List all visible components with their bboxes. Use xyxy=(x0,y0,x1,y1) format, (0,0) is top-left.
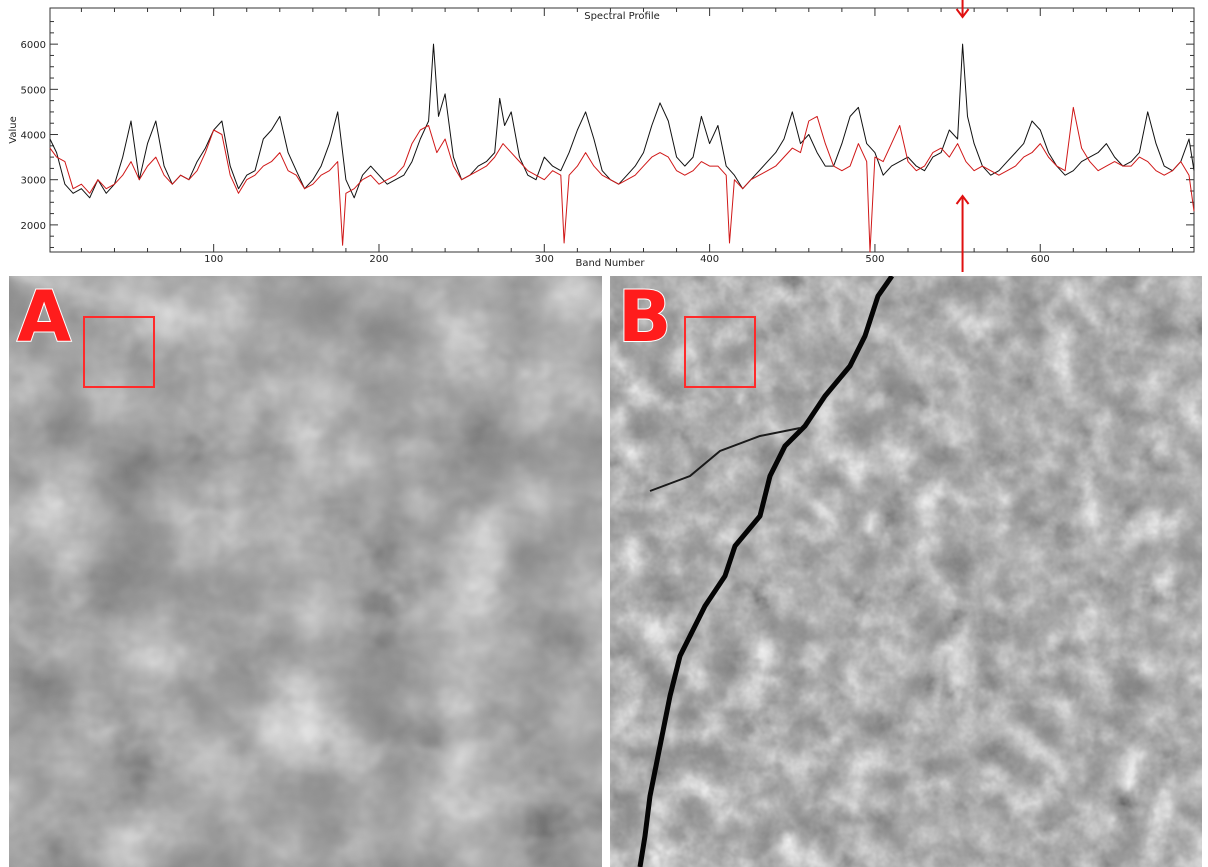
image-panel-b: B xyxy=(610,276,1202,867)
x-tick-label: 400 xyxy=(700,254,719,265)
y-tick-label: 5000 xyxy=(21,85,46,96)
panel-label-a: A xyxy=(16,276,72,358)
roi-box-a xyxy=(83,316,155,388)
x-tick-label: 100 xyxy=(204,254,223,265)
spectral-profile-chart: Spectral Profile Value Band Number 100 20… xyxy=(8,0,1195,272)
tributary-line xyxy=(649,427,801,492)
y-tick-label: 2000 xyxy=(21,221,46,232)
panel-label-b: B xyxy=(617,276,672,358)
y-tick-label: 4000 xyxy=(21,131,46,142)
x-axis-label: Band Number xyxy=(575,258,645,269)
image-panel-a: A xyxy=(9,276,602,867)
x-tick-label: 300 xyxy=(535,254,554,265)
y-tick-label: 6000 xyxy=(21,40,46,51)
x-tick-label: 200 xyxy=(369,254,388,265)
plot-frame xyxy=(49,7,1195,253)
x-tick-label: 600 xyxy=(1031,254,1050,265)
series-line-2 xyxy=(49,106,1195,253)
y-tick-label: 3000 xyxy=(21,176,46,187)
bottom-marker-arrowhead xyxy=(955,194,970,205)
river-line xyxy=(637,276,895,867)
hyperspectral-image-b xyxy=(610,276,1202,867)
y-axis-label: Value xyxy=(8,116,19,143)
hyperspectral-image-a xyxy=(9,276,602,867)
roi-box-b xyxy=(684,316,756,388)
x-tick-label: 500 xyxy=(865,254,884,265)
chart-title: Spectral Profile xyxy=(584,11,660,22)
top-marker-arrowhead xyxy=(955,8,970,19)
